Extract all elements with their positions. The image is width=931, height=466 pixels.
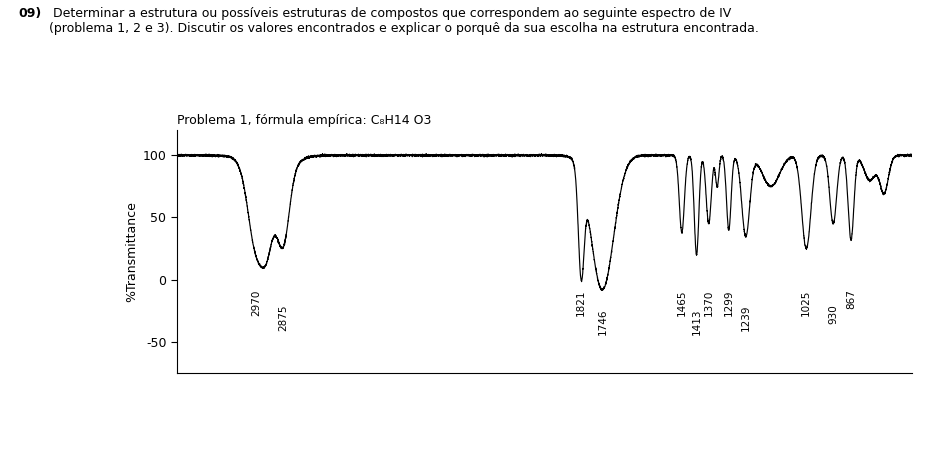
Text: 930: 930 <box>829 304 838 324</box>
Text: 1746: 1746 <box>598 308 607 335</box>
Text: 1299: 1299 <box>723 289 734 316</box>
Text: 1413: 1413 <box>692 308 702 335</box>
Text: Problema 1, fórmula empírica: C₈H14 O3: Problema 1, fórmula empírica: C₈H14 O3 <box>177 114 431 127</box>
Text: 1370: 1370 <box>704 289 714 316</box>
Text: 09): 09) <box>19 7 42 20</box>
Text: 2875: 2875 <box>278 304 288 331</box>
Text: Determinar a estrutura ou possíveis estruturas de compostos que correspondem ao : Determinar a estrutura ou possíveis estr… <box>49 7 759 35</box>
Text: 1821: 1821 <box>576 289 587 316</box>
Text: 1025: 1025 <box>802 289 811 316</box>
Text: 867: 867 <box>846 289 856 309</box>
Text: 1239: 1239 <box>741 304 750 331</box>
Text: 2970: 2970 <box>251 289 261 316</box>
Text: 1465: 1465 <box>677 289 687 316</box>
Y-axis label: %Transmittance: %Transmittance <box>126 201 139 302</box>
